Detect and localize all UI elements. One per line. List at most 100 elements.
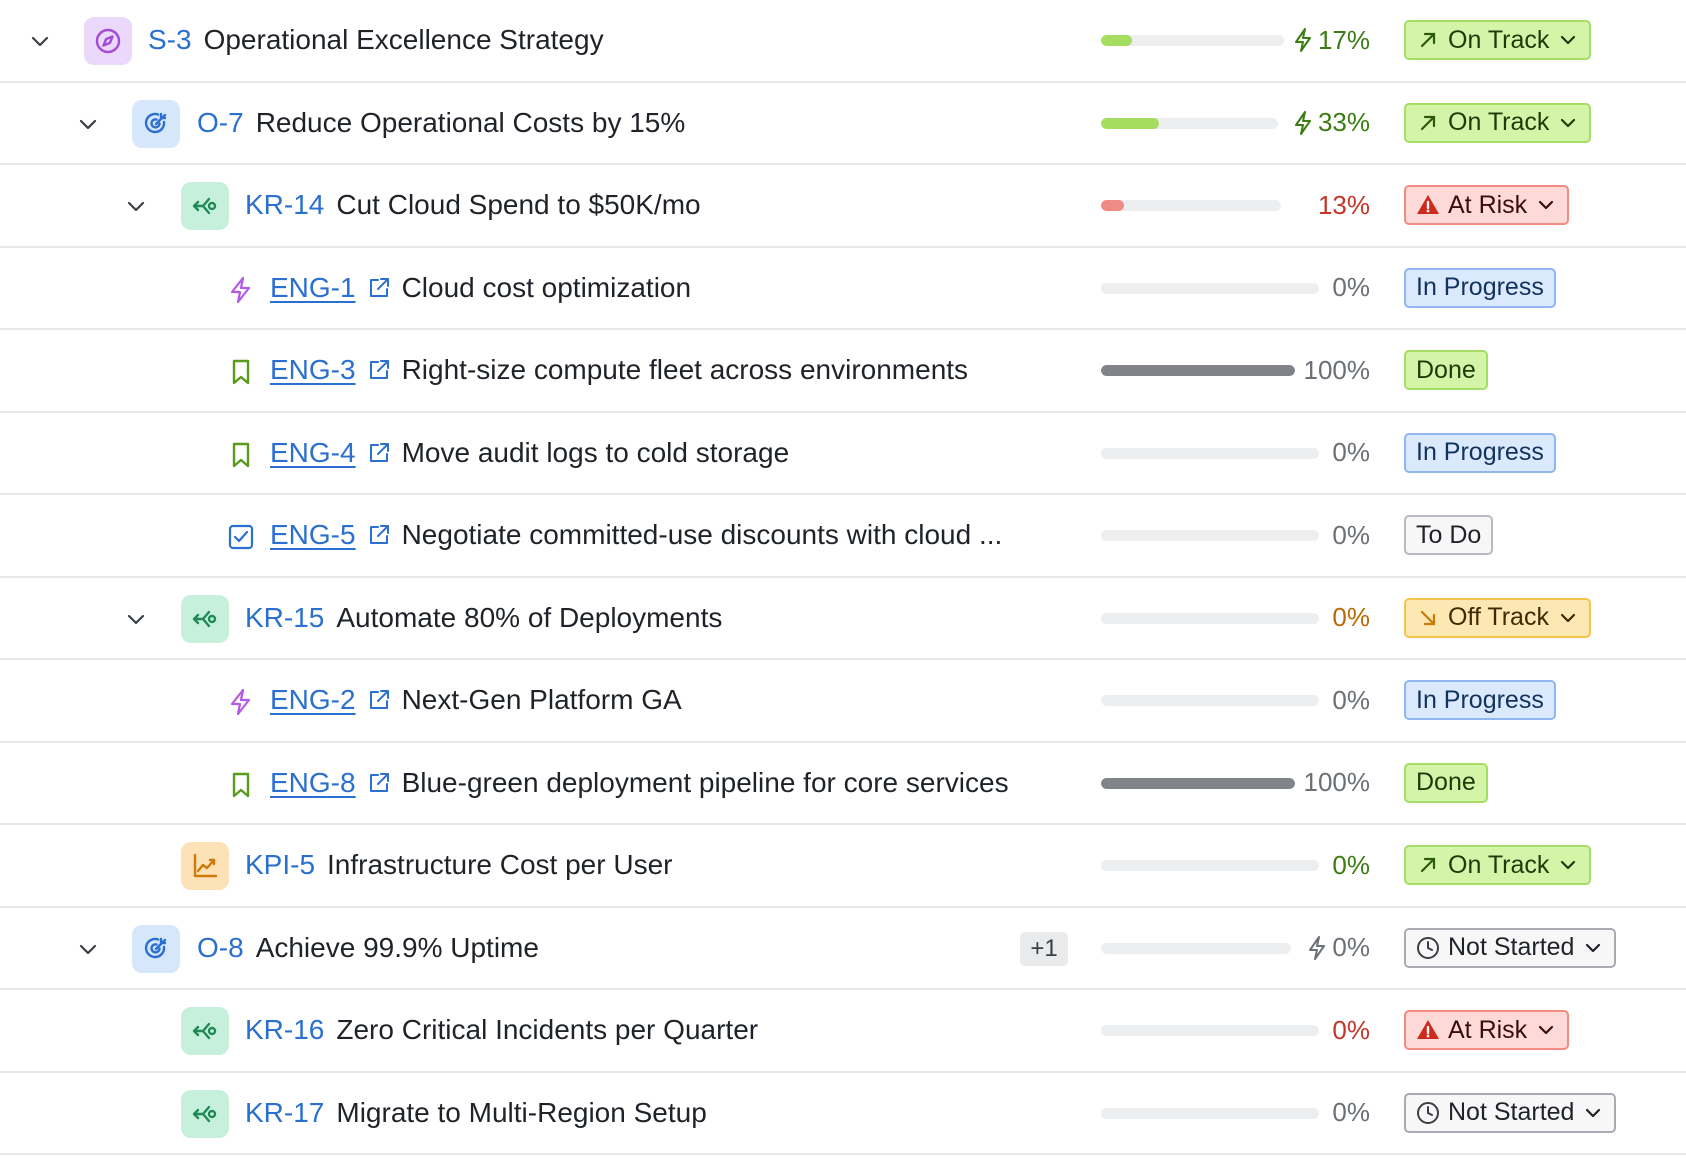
external-link-icon[interactable] <box>366 275 392 301</box>
status-dropdown[interactable]: At Risk <box>1404 185 1570 225</box>
progress-bar <box>1101 612 1319 624</box>
target-icon <box>132 924 180 973</box>
progress-bar <box>1101 117 1278 129</box>
progress-bar <box>1101 695 1319 706</box>
tree-row-kpi-5[interactable]: KPI-5 Infrastructure Cost per User 0% On… <box>0 825 1686 908</box>
tree-row-eng-4[interactable]: ENG-4 Move audit logs to cold storage 0%… <box>0 413 1686 495</box>
progress-percent: 0% <box>1332 272 1370 302</box>
status-dropdown[interactable]: Off Track <box>1404 597 1591 638</box>
status-badge: Done <box>1404 350 1488 390</box>
warning-triangle-icon <box>1416 193 1440 217</box>
issue-key-link[interactable]: ENG-2 <box>270 684 356 715</box>
chevron-down-icon <box>1557 607 1579 629</box>
progress-percent: 100% <box>1303 354 1371 385</box>
external-link-icon[interactable] <box>366 770 392 796</box>
progress-bar <box>1101 447 1319 459</box>
issue-key-link[interactable]: ENG-5 <box>270 519 356 550</box>
item-key[interactable]: KPI-5 <box>245 849 316 880</box>
status-dropdown[interactable]: At Risk <box>1404 1010 1570 1050</box>
status-dropdown[interactable]: On Track <box>1404 20 1592 60</box>
key-result-icon <box>181 1089 229 1138</box>
item-title[interactable]: Right-size compute fleet across environm… <box>401 354 969 385</box>
external-link-icon[interactable] <box>366 687 392 713</box>
status-badge: In Progress <box>1404 680 1556 720</box>
item-key[interactable]: S-3 <box>148 24 192 55</box>
chevron-down-icon[interactable] <box>124 607 148 631</box>
tree-row-eng-8[interactable]: ENG-8 Blue-green deployment pipeline for… <box>0 743 1686 825</box>
tree-row-kr-16[interactable]: KR-16 Zero Critical Incidents per Quarte… <box>0 990 1686 1073</box>
progress-bar <box>1101 860 1319 871</box>
chevron-down-icon <box>1535 194 1557 216</box>
trend-up-arrow-icon <box>1416 111 1440 135</box>
item-key[interactable]: O-8 <box>197 931 244 963</box>
progress-percent: 33% <box>1292 83 1370 163</box>
item-key[interactable]: KR-16 <box>245 1014 325 1045</box>
item-title[interactable]: Blue-green deployment pipeline for core … <box>401 766 1009 798</box>
status-dropdown[interactable]: On Track <box>1404 845 1592 885</box>
item-title[interactable]: Cloud cost optimization <box>401 271 692 303</box>
trend-down-arrow-icon <box>1416 606 1440 630</box>
external-link-icon[interactable] <box>366 357 392 383</box>
target-icon <box>132 99 180 148</box>
chevron-down-icon <box>1582 1102 1604 1124</box>
external-link-icon[interactable] <box>366 522 392 548</box>
chevron-down-icon[interactable] <box>76 112 100 136</box>
issue-key-link[interactable]: ENG-8 <box>270 766 356 798</box>
item-title[interactable]: Automate 80% of Deployments <box>336 601 723 633</box>
item-key[interactable]: KR-17 <box>245 1096 325 1128</box>
chevron-down-icon[interactable] <box>28 29 52 53</box>
item-title[interactable]: Move audit logs to cold storage <box>401 436 790 468</box>
tree-row-o-8[interactable]: O-8 Achieve 99.9% Uptime +1 0% Not Start… <box>0 908 1686 990</box>
item-key[interactable]: KR-15 <box>245 601 325 633</box>
progress-bar <box>1101 530 1319 541</box>
tree-row-kr-15[interactable]: KR-15 Automate 80% of Deployments 0% Off… <box>0 578 1686 660</box>
status-badge: In Progress <box>1404 432 1556 473</box>
tree-row-eng-2[interactable]: ENG-2 Next-Gen Platform GA 0% In Progres… <box>0 660 1686 743</box>
progress-percent: 17% <box>1292 0 1370 80</box>
tree-row-kr-17[interactable]: KR-17 Migrate to Multi-Region Setup 0% N… <box>0 1073 1686 1155</box>
chevron-down-icon <box>1557 854 1579 876</box>
status-badge: Done <box>1404 762 1488 803</box>
issue-key-link[interactable]: ENG-1 <box>270 271 356 303</box>
item-title[interactable]: Negotiate committed-use discounts with c… <box>401 519 1003 550</box>
item-title[interactable]: Achieve 99.9% Uptime <box>255 931 539 963</box>
tree-row-o-7[interactable]: O-7 Reduce Operational Costs by 15% 33% … <box>0 83 1686 165</box>
item-title[interactable]: Reduce Operational Costs by 15% <box>255 106 686 138</box>
item-title[interactable]: Zero Critical Incidents per Quarter <box>336 1014 759 1045</box>
tree-row-eng-1[interactable]: ENG-1 Cloud cost optimization 0% In Prog… <box>0 248 1686 330</box>
progress-percent: 0% <box>1332 519 1370 550</box>
clock-icon <box>1416 1101 1440 1125</box>
chevron-down-icon[interactable] <box>124 194 148 218</box>
progress-bar <box>1101 777 1295 789</box>
extra-count-badge[interactable]: +1 <box>1020 931 1068 966</box>
item-title[interactable]: Infrastructure Cost per User <box>327 849 673 880</box>
item-key[interactable]: O-7 <box>197 106 244 138</box>
chevron-down-icon[interactable] <box>76 937 100 961</box>
progress-percent: 0% <box>1332 1014 1370 1045</box>
issue-key-link[interactable]: ENG-3 <box>270 354 356 385</box>
trend-up-arrow-icon <box>1416 853 1440 877</box>
tree-row-eng-3[interactable]: ENG-3 Right-size compute fleet across en… <box>0 330 1686 413</box>
issue-key-link[interactable]: ENG-4 <box>270 436 356 468</box>
status-badge: In Progress <box>1404 267 1556 308</box>
item-title[interactable]: Operational Excellence Strategy <box>203 24 604 55</box>
external-link-icon[interactable] <box>366 440 392 466</box>
story-bookmark-icon <box>227 358 255 386</box>
status-dropdown[interactable]: On Track <box>1404 102 1592 143</box>
status-badge: To Do <box>1404 515 1494 555</box>
tree-row-eng-5[interactable]: ENG-5 Negotiate committed-use discounts … <box>0 495 1686 578</box>
tree-row-kr-14[interactable]: KR-14 Cut Cloud Spend to $50K/mo 13% At … <box>0 165 1686 248</box>
status-dropdown[interactable]: Not Started <box>1404 1092 1617 1133</box>
progress-percent: 0% <box>1306 908 1370 988</box>
item-title[interactable]: Cut Cloud Spend to $50K/mo <box>336 189 701 220</box>
status-dropdown[interactable]: Not Started <box>1404 927 1617 968</box>
epic-lightning-icon <box>227 688 255 716</box>
item-title[interactable]: Next-Gen Platform GA <box>401 684 682 715</box>
story-bookmark-icon <box>227 441 255 469</box>
key-result-icon <box>181 594 229 643</box>
trend-up-arrow-icon <box>1416 28 1440 52</box>
progress-percent: 100% <box>1303 767 1371 797</box>
item-title[interactable]: Migrate to Multi-Region Setup <box>336 1096 707 1128</box>
tree-row-s-3[interactable]: S-3 Operational Excellence Strategy 17% … <box>0 0 1686 83</box>
item-key[interactable]: KR-14 <box>245 189 325 220</box>
